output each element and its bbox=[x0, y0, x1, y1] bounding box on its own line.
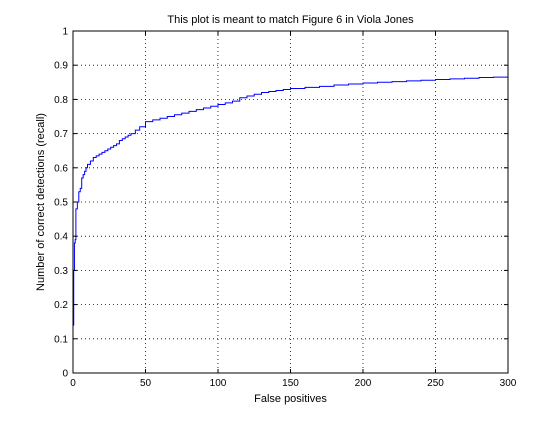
x-tick-label: 250 bbox=[427, 378, 444, 389]
x-tick-label: 50 bbox=[140, 378, 152, 389]
y-tick-label: 1 bbox=[62, 27, 68, 38]
y-tick-label: 0.9 bbox=[54, 61, 68, 72]
y-tick-label: 0.6 bbox=[54, 163, 68, 174]
chart-title: This plot is meant to match Figure 6 in … bbox=[167, 14, 414, 26]
plot-area bbox=[73, 31, 508, 373]
y-tick-label: 0.1 bbox=[54, 334, 68, 345]
x-axis-label: False positives bbox=[254, 393, 327, 405]
x-tick-label: 200 bbox=[355, 378, 372, 389]
x-tick-label: 300 bbox=[500, 378, 517, 389]
y-tick-label: 0.7 bbox=[54, 129, 68, 140]
y-tick-label: 0.2 bbox=[54, 300, 68, 311]
x-tick-label: 150 bbox=[282, 378, 299, 389]
series-line bbox=[73, 76, 509, 326]
ticks bbox=[72, 30, 509, 374]
y-tick-label: 0.5 bbox=[54, 198, 68, 209]
y-axis-label: Number of correct detections (recall) bbox=[35, 113, 47, 291]
y-tick-label: 0.4 bbox=[54, 232, 68, 243]
y-tick-label: 0.3 bbox=[54, 266, 68, 277]
tick-labels: 0 50 100 150 200 250 300 0 0.1 0.2 0.3 0.4 0.5 0.6 0.7… bbox=[54, 27, 517, 390]
series-layer bbox=[73, 76, 509, 326]
x-tick-label: 0 bbox=[70, 378, 76, 389]
grid bbox=[73, 31, 508, 373]
x-tick-label: 100 bbox=[210, 378, 227, 389]
y-tick-label: 0 bbox=[62, 369, 68, 380]
y-tick-label: 0.8 bbox=[54, 95, 68, 106]
